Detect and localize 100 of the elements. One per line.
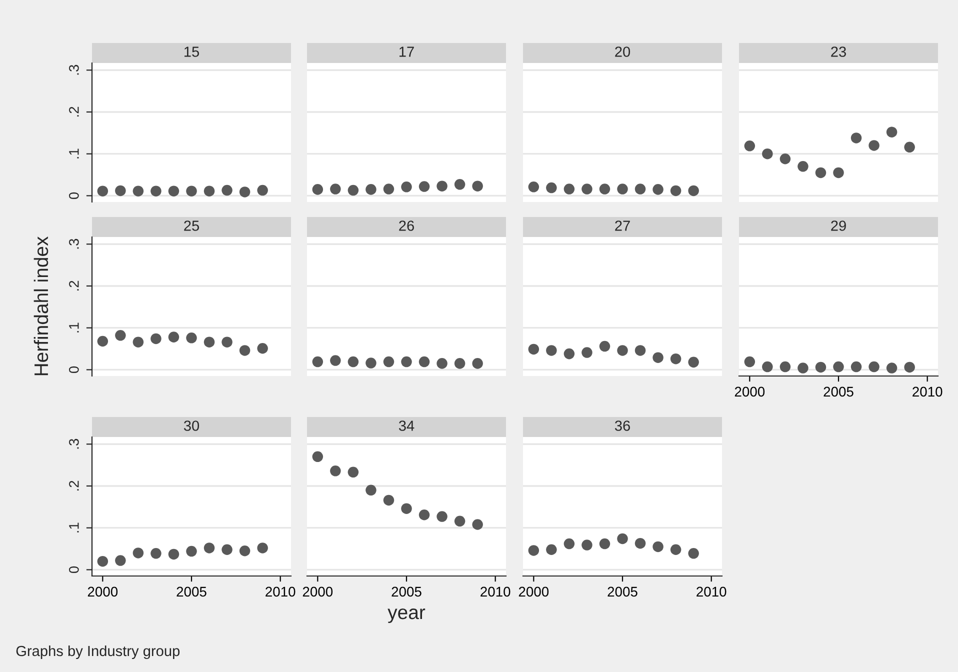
- x-tick-label: 2010: [266, 586, 296, 597]
- point: [868, 361, 880, 372]
- point: [150, 548, 162, 559]
- y-tick-label: .3: [69, 438, 79, 449]
- point: [312, 451, 324, 462]
- point: [617, 533, 628, 544]
- x-tick-label: 2010: [912, 386, 942, 397]
- point: [401, 503, 412, 514]
- point: [366, 484, 376, 496]
- chart-title: 15: [184, 46, 199, 57]
- point: [634, 538, 646, 549]
- x-tick-label: 2005: [824, 386, 854, 397]
- point: [670, 544, 682, 556]
- point: [418, 509, 430, 520]
- y-tick-label: .2: [69, 106, 79, 117]
- y-tick-label: .2: [69, 480, 79, 491]
- point: [186, 332, 197, 344]
- point: [257, 342, 268, 354]
- chart-title: 25: [184, 220, 199, 231]
- y-tick-label: 0: [69, 366, 79, 374]
- point: [868, 140, 880, 151]
- point: [222, 336, 232, 348]
- point: [168, 332, 180, 342]
- x-tick-label: 2000: [734, 386, 765, 397]
- point: [904, 142, 915, 153]
- chart-title: 29: [831, 220, 846, 231]
- point: [688, 356, 699, 368]
- y-tick-label: .2: [69, 280, 79, 291]
- point: [652, 352, 664, 363]
- chart-title: 17: [400, 46, 414, 57]
- chart-title: 27: [615, 220, 630, 231]
- point: [582, 347, 592, 358]
- y-tick-label: 0: [69, 192, 79, 200]
- text: Graphs by Industry group: [16, 645, 180, 660]
- point: [833, 167, 844, 178]
- point: [204, 336, 215, 348]
- point: [115, 555, 126, 566]
- x-tick-label: 2010: [480, 586, 510, 597]
- chart-title: 30: [184, 420, 200, 431]
- y-tick-label: .3: [69, 64, 79, 75]
- y-tick-label: .1: [69, 522, 79, 532]
- chart-title: 34: [398, 420, 414, 431]
- point: [886, 126, 898, 138]
- point: [454, 516, 466, 527]
- point: [815, 167, 826, 178]
- point: [150, 333, 162, 344]
- x-axis-title: year: [388, 608, 426, 624]
- point: [186, 546, 197, 557]
- point: [634, 345, 646, 356]
- point: [744, 140, 756, 152]
- point: [762, 148, 773, 160]
- point: [132, 336, 144, 348]
- point: [762, 361, 773, 372]
- point: [564, 348, 575, 360]
- x-tick-label: 2000: [88, 586, 118, 597]
- point: [850, 132, 862, 144]
- point: [239, 345, 250, 356]
- point: [833, 361, 844, 372]
- point: [546, 544, 557, 556]
- point: [886, 362, 898, 374]
- point: [222, 544, 232, 556]
- chart-title: 26: [399, 220, 414, 231]
- point: [97, 336, 108, 347]
- y-axis-title: Herfindahl index: [34, 236, 48, 376]
- point: [115, 330, 126, 341]
- point: [744, 356, 756, 368]
- point: [652, 541, 664, 552]
- point: [670, 353, 682, 364]
- point: [546, 345, 557, 356]
- point: [348, 466, 359, 478]
- point: [798, 362, 808, 374]
- point: [330, 466, 341, 476]
- point: [257, 542, 268, 554]
- chart-title: 20: [615, 46, 630, 57]
- point: [528, 344, 540, 355]
- point: [798, 161, 808, 172]
- point: [780, 361, 791, 372]
- point: [617, 345, 628, 356]
- y-tick-label: .1: [69, 148, 79, 158]
- point: [780, 153, 791, 164]
- chart-title: 36: [614, 420, 630, 431]
- point: [383, 494, 394, 506]
- x-tick-label: 2005: [392, 586, 422, 597]
- point: [204, 542, 215, 554]
- x-tick-label: 2010: [696, 586, 726, 597]
- point: [436, 511, 448, 522]
- point: [564, 538, 575, 550]
- point: [528, 545, 540, 556]
- point: [472, 519, 483, 530]
- x-tick-label: 2005: [176, 586, 206, 597]
- point: [599, 538, 610, 550]
- y-tick-label: .1: [69, 322, 79, 332]
- point: [815, 362, 826, 373]
- point: [239, 546, 250, 556]
- point: [132, 548, 144, 558]
- x-tick-label: 2005: [608, 586, 638, 597]
- x-tick-label: 2000: [518, 586, 549, 597]
- point: [850, 361, 862, 372]
- point: [904, 362, 915, 373]
- point: [168, 548, 180, 560]
